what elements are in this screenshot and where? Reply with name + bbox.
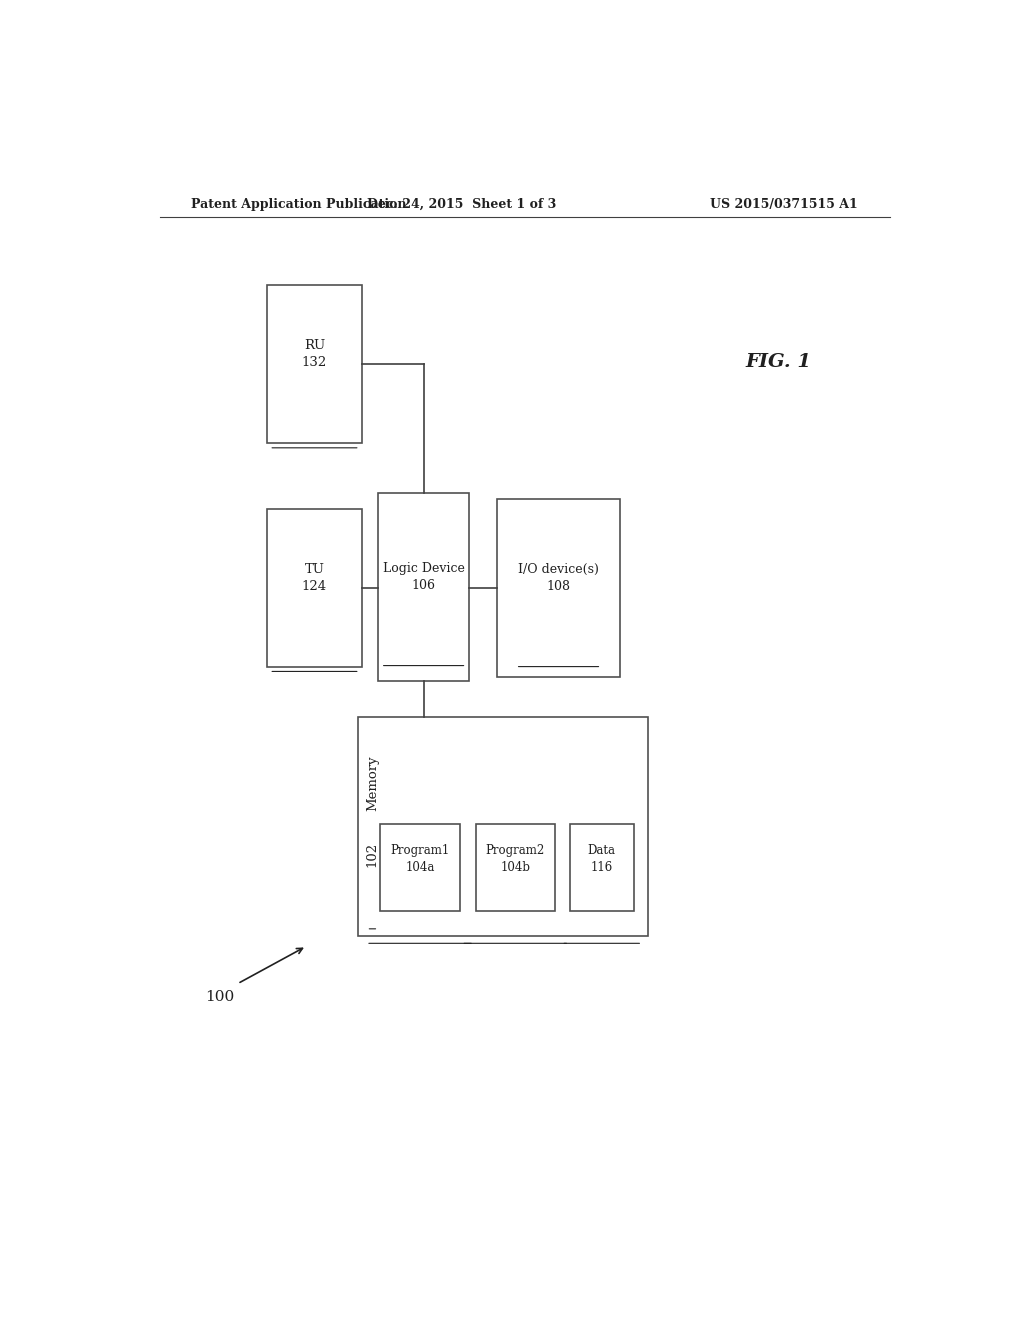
Bar bbox=[267, 510, 362, 667]
Bar bbox=[380, 824, 460, 911]
Text: 102: 102 bbox=[366, 842, 379, 867]
Text: 132: 132 bbox=[302, 356, 327, 370]
Bar bbox=[378, 492, 469, 681]
Text: 100: 100 bbox=[205, 990, 233, 1005]
Text: 116: 116 bbox=[591, 861, 613, 874]
Text: 104a: 104a bbox=[406, 861, 435, 874]
Bar bbox=[358, 718, 648, 936]
Text: FIG. 1: FIG. 1 bbox=[745, 352, 812, 371]
Text: I/O device(s): I/O device(s) bbox=[518, 562, 599, 576]
Text: Memory: Memory bbox=[366, 756, 379, 812]
Text: TU: TU bbox=[304, 562, 325, 576]
Text: 124: 124 bbox=[302, 579, 327, 593]
Text: 104b: 104b bbox=[501, 861, 530, 874]
Text: Program2: Program2 bbox=[485, 845, 545, 857]
Text: Data: Data bbox=[588, 845, 615, 857]
Text: RU: RU bbox=[304, 339, 326, 352]
Text: Dec. 24, 2015  Sheet 1 of 3: Dec. 24, 2015 Sheet 1 of 3 bbox=[367, 198, 556, 211]
Bar bbox=[570, 824, 634, 911]
Text: Program1: Program1 bbox=[390, 845, 450, 857]
Text: 108: 108 bbox=[547, 579, 570, 593]
Text: Patent Application Publication: Patent Application Publication bbox=[191, 198, 407, 211]
Bar bbox=[497, 499, 621, 677]
Text: 106: 106 bbox=[412, 578, 435, 591]
Text: Logic Device: Logic Device bbox=[383, 561, 465, 574]
Bar bbox=[267, 285, 362, 444]
Text: US 2015/0371515 A1: US 2015/0371515 A1 bbox=[711, 198, 858, 211]
Bar bbox=[475, 824, 555, 911]
